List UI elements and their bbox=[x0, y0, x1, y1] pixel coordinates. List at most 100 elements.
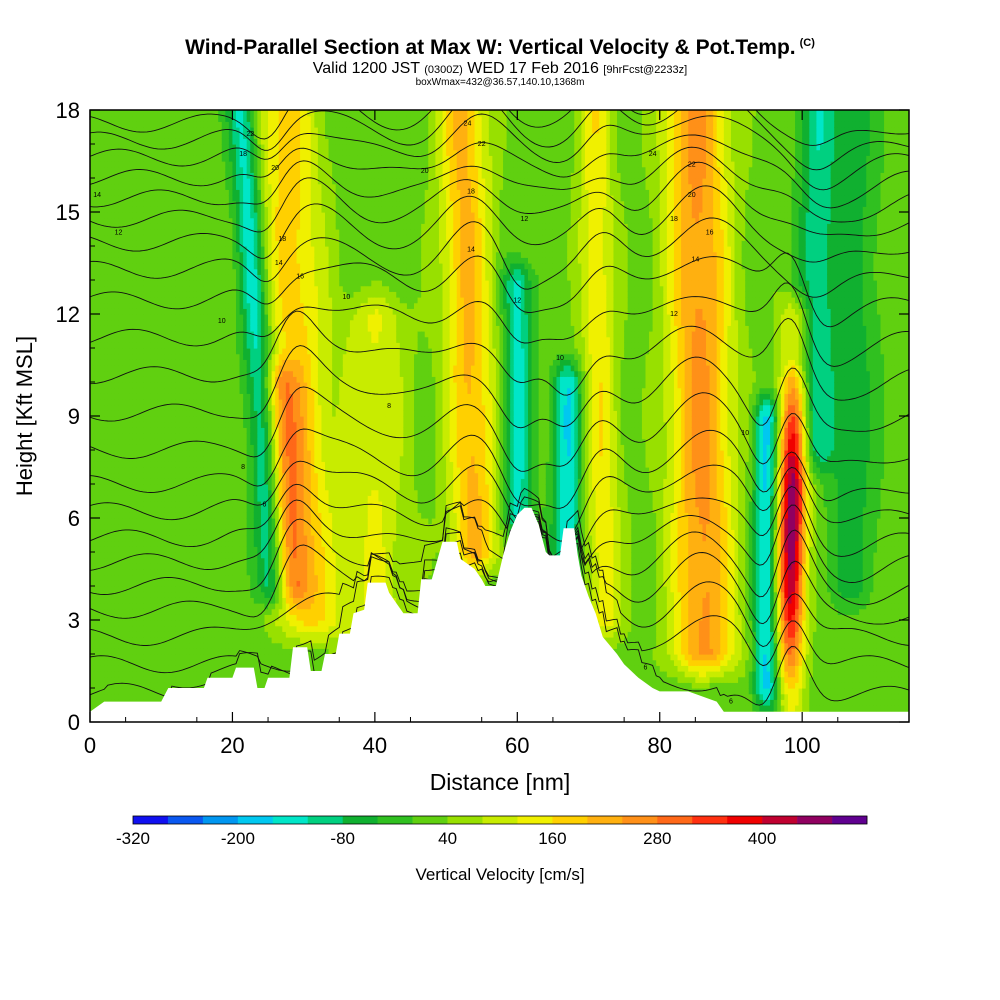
colorbar-swatch bbox=[447, 816, 483, 824]
contour-label: 22 bbox=[478, 141, 486, 148]
zulu-time-text: (0300Z) bbox=[424, 64, 463, 76]
theta-contour-line bbox=[90, 496, 909, 606]
colorbar-swatch bbox=[832, 816, 868, 824]
contour-label: 16 bbox=[706, 229, 714, 236]
x-tick-label: 40 bbox=[363, 733, 387, 758]
y-tick-label: 12 bbox=[56, 302, 80, 327]
forecast-info-text: [9hrFcst@2233z] bbox=[603, 64, 687, 76]
contour-label: 12 bbox=[513, 297, 521, 304]
contour-label: 12 bbox=[670, 311, 678, 318]
x-tick-label: 0 bbox=[84, 733, 96, 758]
contour-label: 20 bbox=[421, 168, 429, 175]
theta-contour-line bbox=[90, 483, 909, 569]
contour-label: 10 bbox=[218, 318, 226, 325]
colorbar-swatch bbox=[307, 816, 344, 824]
colorbar-swatch bbox=[133, 816, 169, 824]
y-tick-label: 6 bbox=[68, 506, 80, 531]
contour-label: 20 bbox=[271, 165, 279, 172]
y-tick-label: 18 bbox=[56, 98, 80, 123]
colorbar-swatch bbox=[692, 816, 728, 824]
colorbar-swatch bbox=[622, 816, 658, 824]
contour-label: 14 bbox=[467, 246, 475, 253]
contour-label: 10 bbox=[342, 294, 350, 301]
contour-label: 18 bbox=[670, 216, 678, 223]
theta-contour-line bbox=[90, 310, 909, 401]
colorbar-swatch bbox=[517, 816, 553, 824]
title-copyright-mark: (C) bbox=[800, 37, 815, 49]
contour-label: 8 bbox=[241, 464, 245, 471]
theta-contour-line bbox=[90, 161, 909, 237]
contour-label: 10 bbox=[741, 430, 749, 437]
y-tick-label: 0 bbox=[68, 710, 80, 735]
colorbar-swatch bbox=[237, 816, 274, 824]
theta-contour-line bbox=[90, 134, 909, 209]
y-axis-label: Height [Kft MSL] bbox=[12, 336, 37, 496]
theta-contour-line bbox=[90, 113, 909, 191]
contour-label: 12 bbox=[521, 216, 529, 223]
colorbar-label: Vertical Velocity [cm/s] bbox=[415, 865, 584, 884]
colorbar-tick-label: 400 bbox=[748, 829, 776, 848]
colorbar-swatch bbox=[657, 816, 693, 824]
valid-time-text: Valid 1200 JST bbox=[313, 60, 420, 77]
x-axis: 0 20 40 60 80 100 bbox=[84, 110, 839, 758]
potential-temperature-contours bbox=[90, 110, 909, 706]
y-tick-label: 9 bbox=[68, 404, 80, 429]
theta-contour-line bbox=[90, 110, 909, 171]
contour-label: 24 bbox=[464, 121, 472, 128]
colorbar-swatch bbox=[552, 816, 588, 824]
x-tick-label: 60 bbox=[505, 733, 529, 758]
contour-label: 18 bbox=[239, 151, 247, 158]
x-tick-label: 20 bbox=[220, 733, 244, 758]
chart-subtitle: Valid 1200 JST (0300Z) WED 17 Feb 2016 [… bbox=[0, 61, 1000, 78]
contour-label: 6 bbox=[263, 501, 267, 508]
contour-label: 18 bbox=[278, 236, 286, 243]
colorbar-swatch bbox=[587, 816, 623, 824]
x-tick-label: 100 bbox=[784, 733, 821, 758]
theta-contour-line bbox=[90, 110, 909, 146]
colorbar-swatch bbox=[202, 816, 239, 824]
contour-label: 16 bbox=[296, 274, 304, 281]
theta-contour-line bbox=[90, 282, 909, 367]
colorbar-swatch bbox=[797, 816, 833, 824]
colorbar: -320 -200 -80 40 160 280 400 bbox=[116, 815, 868, 848]
contour-label: 24 bbox=[649, 151, 657, 158]
colorbar-tick-label: 280 bbox=[643, 829, 671, 848]
theta-contour-line bbox=[90, 428, 909, 509]
contour-label: 14 bbox=[691, 257, 699, 264]
chart-title: Wind-Parallel Section at Max W: Vertical… bbox=[0, 36, 1000, 60]
colorbar-swatch bbox=[412, 816, 448, 824]
box-info-text: boxWmax=432@36.57,140.10,1368m bbox=[0, 77, 1000, 88]
theta-contour-line bbox=[90, 386, 909, 472]
theta-contour-line bbox=[90, 487, 909, 583]
colorbar-tick-label: 40 bbox=[438, 829, 457, 848]
colorbar-swatch bbox=[762, 816, 798, 824]
contour-label: 8 bbox=[387, 403, 391, 410]
colorbar-swatch bbox=[272, 816, 309, 824]
contour-label: 10 bbox=[556, 355, 564, 362]
theta-contour-line bbox=[90, 252, 909, 328]
theta-contour-line bbox=[90, 345, 909, 432]
colorbar-swatch bbox=[377, 816, 413, 824]
theta-contour-line bbox=[90, 460, 909, 542]
contour-labels: 14 12 10 18 22 20 18 14 16 10 8 6 8 20 24 22 18 14 12 12 10 2… bbox=[93, 121, 749, 706]
colorbar-frame bbox=[132, 815, 868, 825]
x-tick-label: 80 bbox=[647, 733, 671, 758]
contour-label: 6 bbox=[729, 699, 733, 706]
y-axis: 0 3 6 9 12 15 18 bbox=[56, 98, 909, 735]
contour-label: 22 bbox=[688, 161, 696, 168]
contour-label: 14 bbox=[93, 192, 101, 199]
colorbar-tick-label: -80 bbox=[330, 829, 355, 848]
colorbar-swatch bbox=[727, 816, 763, 824]
x-axis-label: Distance [nm] bbox=[430, 769, 571, 795]
y-tick-label: 15 bbox=[56, 200, 80, 225]
colorbar-tick-label: -200 bbox=[221, 829, 255, 848]
contour-label: 18 bbox=[467, 189, 475, 196]
contour-label: 22 bbox=[246, 131, 254, 138]
contour-label: 12 bbox=[115, 229, 123, 236]
contour-label: 6 bbox=[644, 665, 648, 672]
title-main-text: Wind-Parallel Section at Max W: Vertical… bbox=[185, 36, 796, 59]
terrain-mask bbox=[90, 507, 909, 722]
contour-label: 14 bbox=[275, 260, 283, 267]
theta-contour-line bbox=[90, 217, 909, 298]
